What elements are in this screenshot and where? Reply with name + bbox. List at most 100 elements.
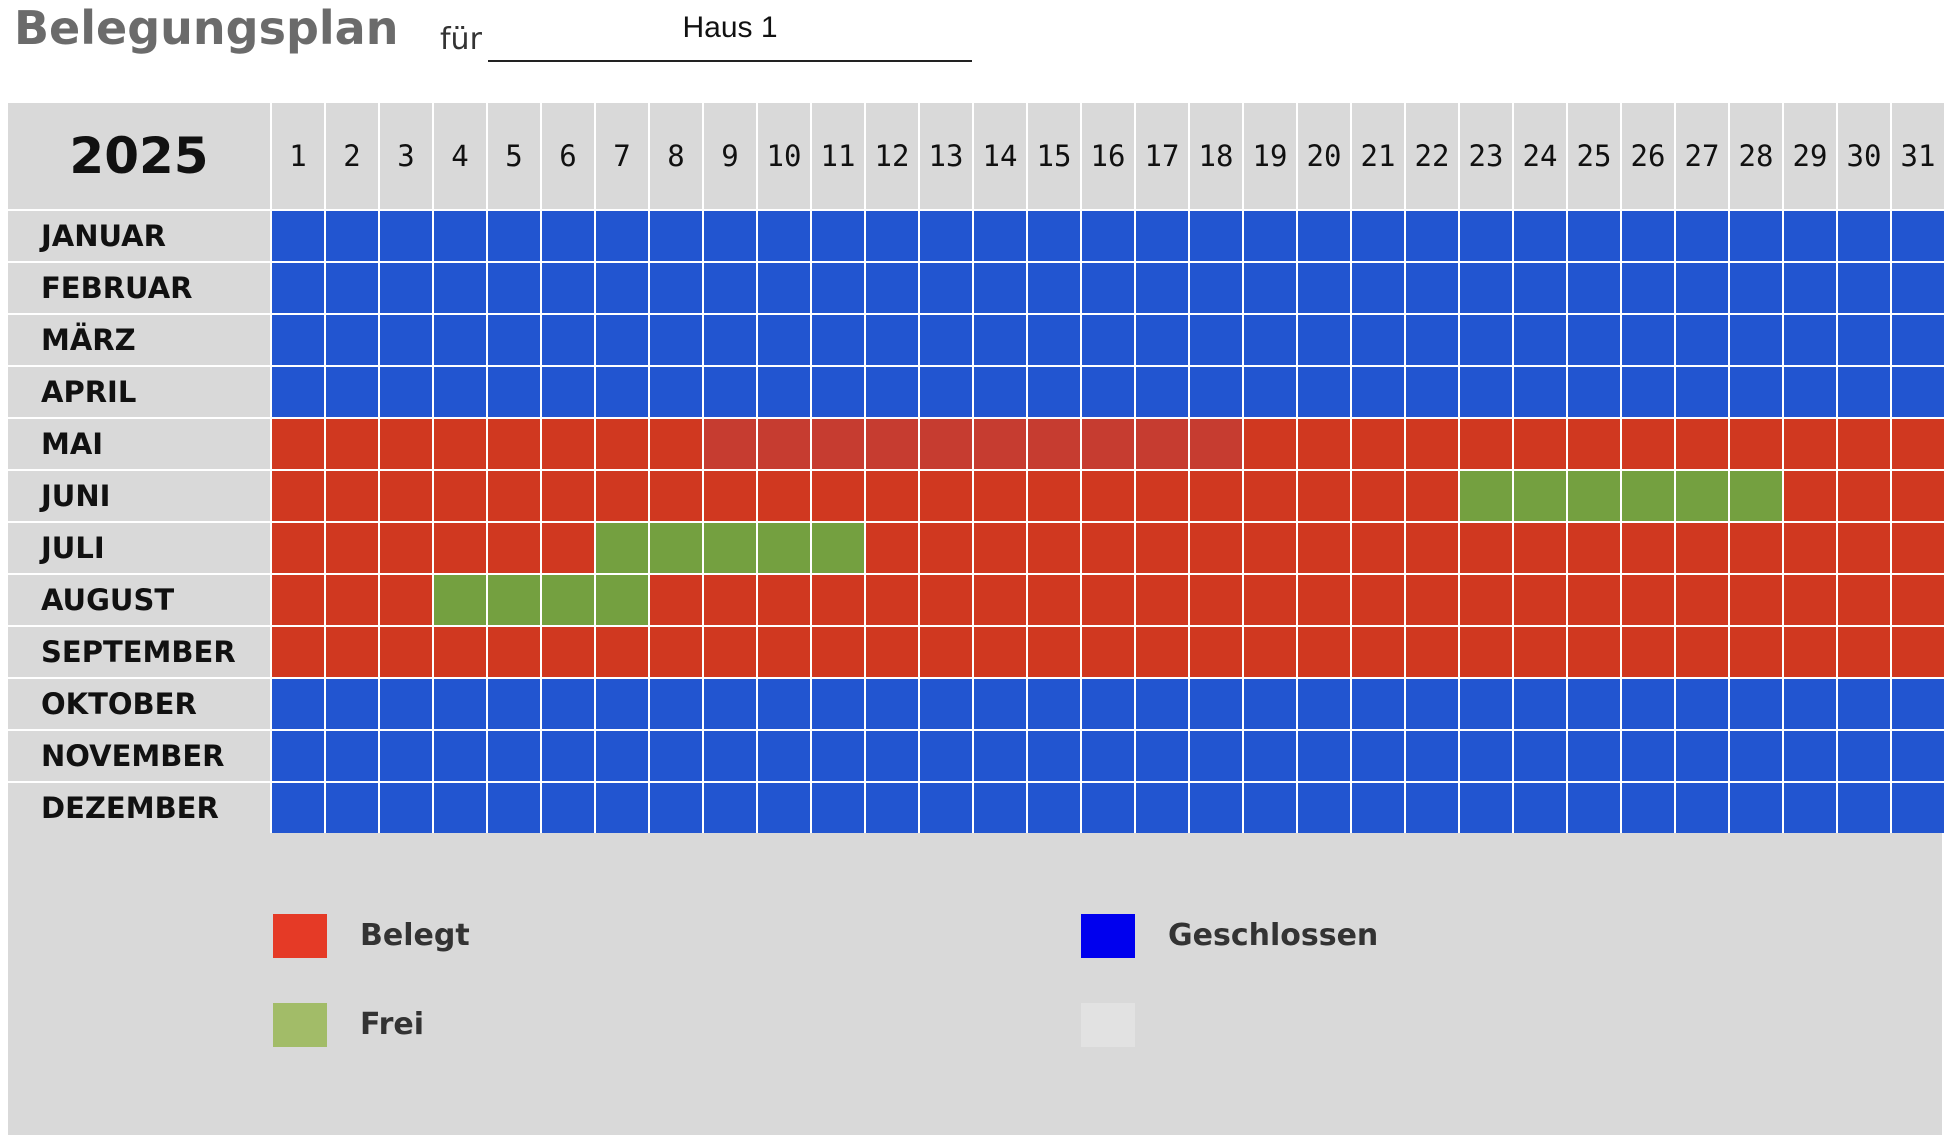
day-cell[interactable]	[974, 261, 1028, 313]
day-cell[interactable]	[434, 365, 488, 417]
day-cell[interactable]	[1244, 313, 1298, 365]
day-cell[interactable]	[1082, 313, 1136, 365]
day-cell[interactable]	[1136, 521, 1190, 573]
day-cell[interactable]	[812, 625, 866, 677]
day-cell[interactable]	[1028, 729, 1082, 781]
day-cell[interactable]	[596, 469, 650, 521]
day-cell[interactable]	[1730, 365, 1784, 417]
day-cell[interactable]	[272, 469, 326, 521]
day-cell[interactable]	[1298, 677, 1352, 729]
day-cell[interactable]	[650, 781, 704, 833]
day-cell[interactable]	[920, 313, 974, 365]
day-cell[interactable]	[1082, 261, 1136, 313]
day-cell[interactable]	[326, 677, 380, 729]
day-cell[interactable]	[272, 261, 326, 313]
day-cell[interactable]	[1514, 261, 1568, 313]
day-cell[interactable]	[1406, 209, 1460, 261]
day-cell[interactable]	[1568, 469, 1622, 521]
day-cell[interactable]	[1082, 521, 1136, 573]
day-cell[interactable]	[1190, 781, 1244, 833]
day-cell[interactable]	[920, 417, 974, 469]
day-cell[interactable]	[1784, 417, 1838, 469]
day-cell[interactable]	[1568, 781, 1622, 833]
day-cell[interactable]	[920, 729, 974, 781]
day-cell[interactable]	[488, 729, 542, 781]
day-cell[interactable]	[1622, 677, 1676, 729]
day-cell[interactable]	[1460, 677, 1514, 729]
day-cell[interactable]	[704, 261, 758, 313]
day-cell[interactable]	[434, 729, 488, 781]
day-cell[interactable]	[434, 781, 488, 833]
day-cell[interactable]	[1136, 261, 1190, 313]
day-cell[interactable]	[866, 521, 920, 573]
day-cell[interactable]	[326, 417, 380, 469]
day-cell[interactable]	[1190, 469, 1244, 521]
day-cell[interactable]	[1460, 625, 1514, 677]
day-cell[interactable]	[1514, 521, 1568, 573]
day-cell[interactable]	[1676, 365, 1730, 417]
day-cell[interactable]	[1892, 209, 1946, 261]
day-cell[interactable]	[758, 781, 812, 833]
day-cell[interactable]	[596, 417, 650, 469]
day-cell[interactable]	[704, 521, 758, 573]
day-cell[interactable]	[650, 729, 704, 781]
day-cell[interactable]	[1136, 365, 1190, 417]
day-cell[interactable]	[812, 677, 866, 729]
day-cell[interactable]	[272, 729, 326, 781]
day-cell[interactable]	[1730, 625, 1784, 677]
day-cell[interactable]	[866, 677, 920, 729]
day-cell[interactable]	[596, 677, 650, 729]
day-cell[interactable]	[1244, 261, 1298, 313]
day-cell[interactable]	[1028, 417, 1082, 469]
day-cell[interactable]	[812, 781, 866, 833]
day-cell[interactable]	[1622, 729, 1676, 781]
day-cell[interactable]	[650, 573, 704, 625]
day-cell[interactable]	[272, 365, 326, 417]
day-cell[interactable]	[1190, 625, 1244, 677]
day-cell[interactable]	[434, 261, 488, 313]
day-cell[interactable]	[1352, 313, 1406, 365]
day-cell[interactable]	[974, 417, 1028, 469]
day-cell[interactable]	[650, 313, 704, 365]
day-cell[interactable]	[1082, 729, 1136, 781]
day-cell[interactable]	[1298, 261, 1352, 313]
day-cell[interactable]	[758, 313, 812, 365]
day-cell[interactable]	[1514, 781, 1568, 833]
day-cell[interactable]	[1892, 417, 1946, 469]
day-cell[interactable]	[1784, 469, 1838, 521]
day-cell[interactable]	[1730, 573, 1784, 625]
day-cell[interactable]	[380, 729, 434, 781]
day-cell[interactable]	[1190, 261, 1244, 313]
day-cell[interactable]	[488, 781, 542, 833]
day-cell[interactable]	[1676, 625, 1730, 677]
day-cell[interactable]	[1082, 625, 1136, 677]
day-cell[interactable]	[650, 677, 704, 729]
day-cell[interactable]	[1028, 573, 1082, 625]
day-cell[interactable]	[1352, 417, 1406, 469]
day-cell[interactable]	[1622, 573, 1676, 625]
day-cell[interactable]	[704, 417, 758, 469]
day-cell[interactable]	[272, 313, 326, 365]
day-cell[interactable]	[1406, 417, 1460, 469]
day-cell[interactable]	[1514, 209, 1568, 261]
day-cell[interactable]	[434, 573, 488, 625]
day-cell[interactable]	[1082, 417, 1136, 469]
day-cell[interactable]	[1298, 573, 1352, 625]
day-cell[interactable]	[1028, 313, 1082, 365]
day-cell[interactable]	[1568, 573, 1622, 625]
day-cell[interactable]	[1568, 261, 1622, 313]
day-cell[interactable]	[974, 677, 1028, 729]
day-cell[interactable]	[1244, 625, 1298, 677]
day-cell[interactable]	[812, 261, 866, 313]
day-cell[interactable]	[1028, 469, 1082, 521]
day-cell[interactable]	[920, 573, 974, 625]
day-cell[interactable]	[326, 521, 380, 573]
day-cell[interactable]	[1406, 313, 1460, 365]
day-cell[interactable]	[1298, 313, 1352, 365]
day-cell[interactable]	[1892, 313, 1946, 365]
day-cell[interactable]	[920, 781, 974, 833]
day-cell[interactable]	[326, 625, 380, 677]
day-cell[interactable]	[1730, 729, 1784, 781]
day-cell[interactable]	[1838, 313, 1892, 365]
day-cell[interactable]	[866, 261, 920, 313]
